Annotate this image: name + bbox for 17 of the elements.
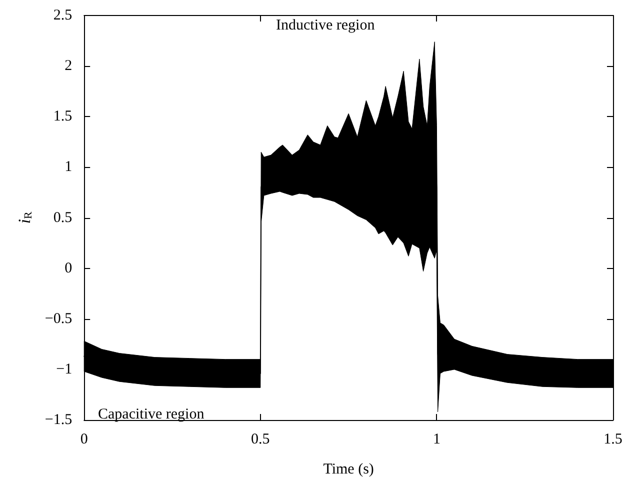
x-tick-label: 1 (432, 432, 440, 448)
y-tick-label: −1 (56, 361, 72, 378)
y-tick-label: 2.5 (53, 8, 72, 24)
x-tick-label: 0 (80, 432, 88, 448)
x-tick-label: 0.5 (251, 432, 270, 448)
annotation: Capacitive region (98, 406, 205, 422)
y-tick-label: 1.5 (53, 108, 72, 125)
x-axis-title: Time (s) (323, 462, 374, 478)
annotation: Inductive region (276, 18, 376, 34)
y-tick-label: 2 (64, 58, 72, 74)
y-tick-label: −0.5 (44, 310, 72, 327)
y-tick-label: −1.5 (44, 412, 72, 428)
x-tick-label: 1.5 (604, 432, 622, 448)
y-tick-label: 0.5 (53, 210, 72, 226)
y-axis-title: iR (15, 211, 34, 224)
y-tick-label: 1 (64, 159, 72, 176)
y-tick-label: 0 (64, 260, 72, 276)
